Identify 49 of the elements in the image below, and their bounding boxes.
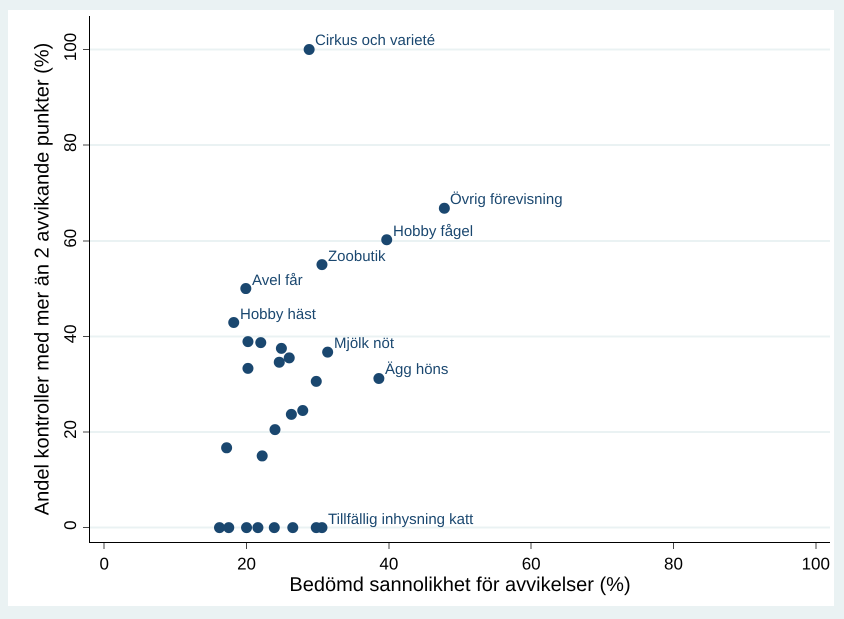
point: [284, 352, 295, 364]
point: [287, 522, 298, 534]
point: [274, 356, 285, 368]
annotation: Övrig förevisning: [450, 191, 563, 208]
x-tick-label: 60: [522, 554, 541, 574]
point: [228, 317, 240, 328]
annotation: Cirkus och varieté: [315, 32, 436, 49]
point: [256, 450, 268, 462]
point: [214, 522, 225, 534]
annotation: Avel får: [252, 272, 303, 289]
point: [270, 424, 280, 436]
point: [240, 283, 252, 294]
point: [304, 44, 315, 55]
x-axis-title: Bedömd sannolikhet för avvikelser (%): [289, 574, 631, 596]
y-tick-label: 0: [61, 520, 80, 530]
x-tick-label: 20: [237, 554, 256, 574]
point: [438, 202, 450, 214]
y-tick-label: 100: [61, 32, 80, 62]
x-tick-label: 40: [379, 554, 398, 574]
point: [242, 336, 254, 348]
point: [286, 408, 297, 420]
annotation: Tillfällig inhysning katt: [328, 511, 474, 528]
x-tick-label: 100: [802, 554, 830, 574]
x-tick-label: 0: [99, 554, 109, 574]
annotation: Ägg höns: [385, 361, 448, 378]
point: [268, 522, 280, 534]
point: [242, 362, 254, 374]
point: [276, 342, 287, 354]
annotation: Hobby häst: [240, 306, 317, 323]
annotation: Hobby fågel: [393, 223, 474, 240]
point: [373, 372, 384, 384]
point: [322, 346, 334, 358]
point: [223, 522, 234, 534]
annotation: Zoobutik: [328, 248, 386, 265]
point: [255, 337, 266, 348]
x-tick-label: 80: [664, 554, 683, 574]
y-tick-label: 80: [61, 133, 80, 152]
point: [221, 442, 232, 454]
point: [252, 522, 264, 534]
point: [241, 522, 252, 534]
y-tick-label: 40: [61, 324, 80, 344]
point: [297, 405, 308, 416]
point: [310, 376, 322, 387]
y-tick-label: 20: [61, 420, 80, 439]
point: [381, 234, 392, 246]
annotation: Mjölk nöt: [334, 335, 395, 352]
point: [316, 259, 328, 270]
y-axis-title: Andel kontroller med mer än 2 avvikande punkter (%): [32, 42, 54, 516]
y-tick-label: 60: [61, 228, 80, 248]
